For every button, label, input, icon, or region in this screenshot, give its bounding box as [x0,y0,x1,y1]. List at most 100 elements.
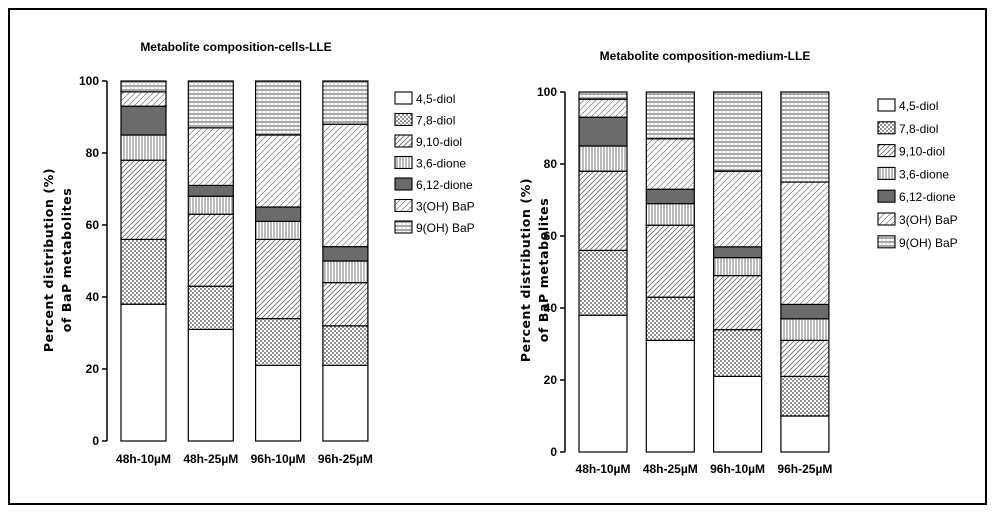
bar-group-96h-25um [322,80,369,442]
y-tick-label: 100 [537,85,557,99]
bar-segment-9-oh-bap [255,80,302,136]
bar-segment-9-10-diol [187,213,234,287]
legend-label: 6,12-dione [416,178,473,192]
legend-label: 4,5-diol [416,92,455,106]
bar-segment-4-5-diol [255,364,302,442]
x-tick-label: 48h-25µM [643,462,698,476]
y-tick-label: 80 [86,146,100,160]
legend-swatch [877,166,896,180]
x-tick-label: 48h-25µM [183,452,238,466]
y-tick-label: 100 [79,74,99,88]
legend-item-6-12-dione: 6,12-dione [394,177,473,192]
bar-segment-3-6-dione [645,203,695,226]
axes: 0 20 40 60 80 100 48h-10µM 48h-25µM 96h-10µM 96h-… [79,74,373,466]
chart-cells-lle: Metabolite composition-cells-LLE Percent… [41,40,475,466]
y-tick-label: 0 [550,445,557,459]
bar-segment-3-oh-bap [322,123,369,248]
bar-segment-9-oh-bap [645,91,695,140]
bar-segment-7-8-diol [780,375,830,417]
bar-segment-9-oh-bap [120,80,167,93]
legend: 4,5-diol 7,8-diol 9,10-diol 3,6-dione 6,12-d… [394,91,475,235]
legend-item-6-12-dione: 6,12-dione [877,189,956,204]
bar-segment-3-6-dione [120,134,167,161]
chart-title: Metabolite composition-cells-LLE [140,40,331,54]
legend-label: 6,12-dione [899,190,956,204]
bar-segment-6-12-dione [645,188,695,205]
legend-swatch [877,189,896,203]
bar-segment-6-12-dione [780,303,830,320]
legend-swatch [394,177,413,191]
bar-segment-4-5-diol [120,303,167,442]
legend-swatch [394,198,413,213]
x-tick-label: 96h-25µM [777,462,832,476]
bar-segment-6-12-dione [120,105,167,136]
y-tick-label: 20 [544,373,558,387]
bar-segment-3-oh-bap [578,98,628,118]
bar-segment-9-10-diol [578,170,628,251]
bar-segment-4-5-diol [322,364,369,442]
x-tick-label: 48h-10µM [576,462,631,476]
bar-segment-9-oh-bap [712,91,763,172]
legend-swatch [877,98,896,112]
stacked-bars [578,91,830,453]
bar-segment-6-12-dione [187,184,234,197]
x-tick-label: 96h-10µM [710,462,765,476]
legend-item-3-6-dione: 3,6-dione [877,166,949,181]
bar-segment-9-oh-bap [187,80,234,129]
y-tick-label: 60 [544,229,558,243]
y-tick-label: 0 [92,434,99,448]
legend-label: 4,5-diol [899,99,938,113]
axes: 0 20 40 60 80 100 48h-10µM 48h-25µM 96h-10µM 96h-… [537,85,832,476]
bar-segment-3-oh-bap [120,91,167,107]
bar-segment-9-10-diol [255,238,302,320]
bar-segment-7-8-diol [255,318,302,367]
bar-group-48h-25um [645,91,695,453]
bar-group-96h-10um [255,80,302,442]
bar-segment-4-5-diol [578,314,628,453]
bar-group-96h-25um [780,91,830,453]
x-tick-label: 48h-10µM [116,452,171,466]
legend-item-3-oh-bap: 3(OH) BaP [877,212,958,227]
y-axis-label-line1: Percent distribution (%) [518,178,533,362]
bar-segment-3-oh-bap [712,170,763,248]
legend-item-3-6-dione: 3,6-dione [394,155,466,171]
legend-label: 3(OH) BaP [899,213,958,227]
legend: 4,5-diol 7,8-diol 9,10-diol 3,6-dione 6,12-d… [877,98,958,250]
legend-item-7-8-diol: 7,8-diol [394,112,455,128]
y-tick-label: 60 [86,218,100,232]
x-tick-label: 96h-10µM [251,452,306,466]
legend-label: 9,10-diol [416,135,462,149]
bar-segment-3-6-dione [322,260,369,284]
bar-segment-9-10-diol [780,339,830,377]
bar-segment-3-6-dione [780,318,830,341]
bar-segment-9-oh-bap [780,91,830,183]
legend-label: 3,6-dione [899,167,949,181]
bar-group-48h-10um [120,80,167,442]
legend-item-9-10-diol: 9,10-diol [877,144,945,159]
legend-item-3-oh-bap: 3(OH) BaP [394,198,475,214]
bar-segment-9-10-diol [120,159,167,240]
legend-label: 3(OH) BaP [416,200,475,214]
bar-segment-7-8-diol [120,238,167,305]
legend-label: 7,8-diol [899,122,938,136]
legend-item-9-10-diol: 9,10-diol [394,134,462,149]
bar-group-96h-10um [712,91,763,453]
bar-group-48h-25um [187,80,234,442]
bar-segment-4-5-diol [712,375,763,453]
bar-segment-9-10-diol [712,275,763,331]
bar-segment-7-8-diol [712,329,763,378]
legend-label: 9(OH) BaP [899,236,958,250]
bar-segment-6-12-dione [712,246,763,259]
bar-segment-4-5-diol [645,339,695,453]
bar-segment-6-12-dione [255,206,302,222]
y-tick-label: 40 [86,290,100,304]
bar-segment-3-oh-bap [255,134,302,208]
bar-segment-6-12-dione [322,246,369,262]
legend-item-9-oh-bap: 9(OH) BaP [877,235,958,250]
bar-segment-9-oh-bap [578,91,628,100]
bar-segment-7-8-diol [187,285,234,331]
legend-swatch [877,144,896,158]
bar-segment-3-oh-bap [187,127,234,187]
bar-segment-7-8-diol [322,325,369,366]
